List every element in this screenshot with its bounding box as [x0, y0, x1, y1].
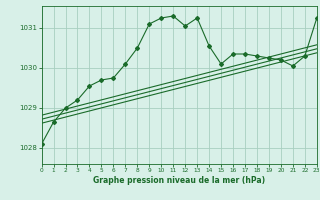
X-axis label: Graphe pression niveau de la mer (hPa): Graphe pression niveau de la mer (hPa)	[93, 176, 265, 185]
